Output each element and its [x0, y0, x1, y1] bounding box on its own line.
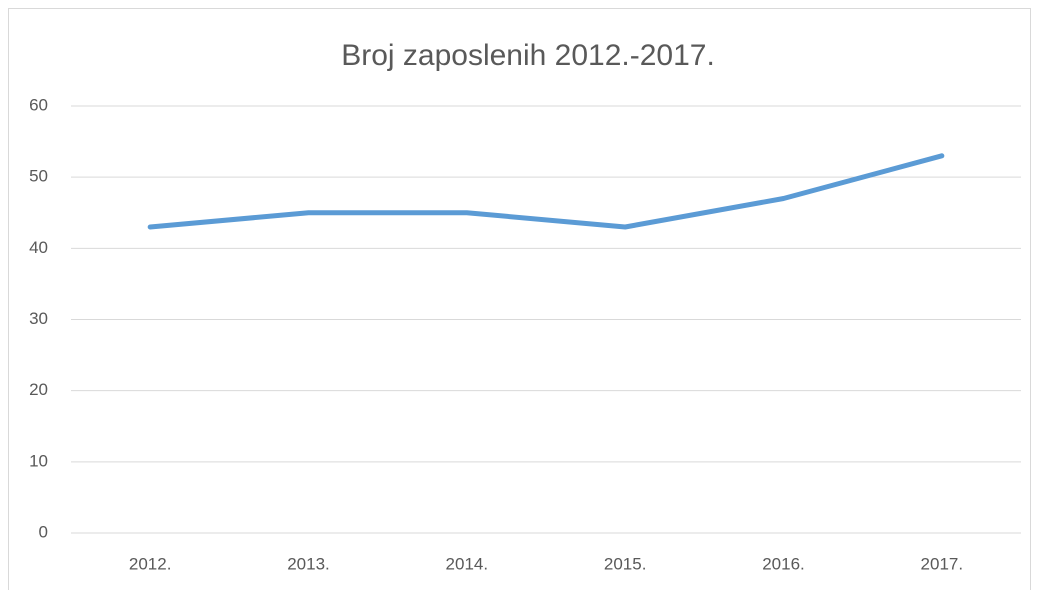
y-tick-label: 40: [29, 238, 48, 257]
y-tick-label: 20: [29, 380, 48, 399]
y-tick-label: 30: [29, 309, 48, 328]
y-tick-label: 10: [29, 451, 48, 470]
x-tick-label: 2017.: [921, 554, 964, 573]
x-tick-label: 2013.: [287, 554, 330, 573]
x-tick-label: 2014.: [446, 554, 489, 573]
chart-frame: [8, 8, 1031, 590]
x-tick-label: 2015.: [604, 554, 647, 573]
x-tick-label: 2012.: [129, 554, 172, 573]
chart-title: Broj zaposlenih 2012.-2017.: [341, 39, 715, 72]
y-tick-label: 60: [29, 95, 48, 114]
y-tick-label: 0: [39, 522, 48, 541]
y-tick-label: 50: [29, 167, 48, 186]
x-tick-label: 2016.: [762, 554, 805, 573]
line-series: [147, 153, 945, 230]
